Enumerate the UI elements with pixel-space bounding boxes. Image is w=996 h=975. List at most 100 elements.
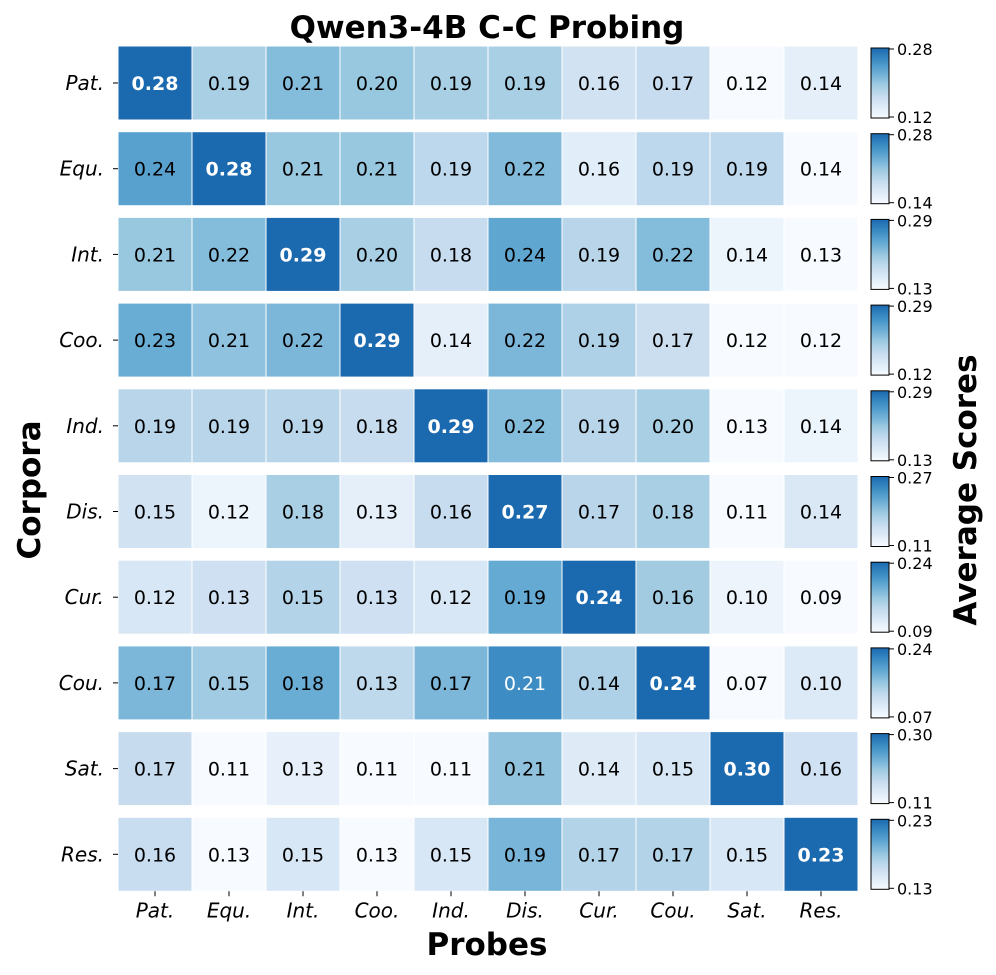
cell-value-label: 0.19 — [578, 244, 620, 266]
heatmap-cell — [635, 131, 711, 207]
colorbar-label: Average Scores — [948, 354, 984, 625]
heatmap-row: 0.23 0.21 0.22 0.29 0.14 0.22 0.19 0.17 0.12 0.12 — [117, 302, 859, 378]
heatmap-cell — [191, 816, 267, 892]
heatmap-cell — [191, 731, 267, 807]
heatmap-cell — [117, 45, 193, 121]
cell-value-label: 0.29 — [354, 330, 401, 352]
cell-value-label: 0.07 — [726, 673, 768, 695]
heatmap-cell — [339, 131, 415, 207]
colorbar: 0.29 0.13 — [870, 383, 933, 470]
heatmap-cell — [191, 645, 267, 721]
cell-value-label: 0.27 — [502, 502, 549, 524]
heatmap-cell — [265, 45, 341, 121]
colorbar-tick-label: 0.29 — [897, 211, 933, 230]
row-label: Res. — [61, 842, 104, 866]
x-axis-label: Probes — [427, 927, 548, 963]
column-label: Sat. — [727, 898, 766, 922]
cell-value-label: 0.14 — [800, 416, 842, 438]
colorbar-gradient — [870, 476, 890, 547]
row-label: Sat. — [65, 757, 104, 781]
cell-value-label: 0.19 — [430, 73, 472, 95]
cell-value-label: 0.14 — [800, 502, 842, 524]
cell-value-label: 0.15 — [282, 587, 324, 609]
cell-value-label: 0.19 — [504, 587, 546, 609]
heatmap-cell — [783, 216, 859, 292]
cell-value-label: 0.16 — [578, 73, 620, 95]
heatmap-cell — [709, 816, 785, 892]
colorbar-tick-label: 0.11 — [897, 794, 933, 813]
colorbar-gradient — [870, 733, 890, 805]
cell-value-label: 0.19 — [578, 416, 620, 438]
cell-value-label: 0.13 — [356, 844, 398, 866]
cell-value-label: 0.17 — [134, 759, 176, 781]
colorbars: 0.280.120.280.140.290.130.290.120.290.13… — [870, 40, 933, 898]
heatmap-cell — [117, 645, 193, 721]
heatmap-row: 0.15 0.12 0.18 0.13 0.16 0.27 0.17 0.18 0.11 0.14 — [117, 474, 859, 549]
cell-value-label: 0.12 — [134, 587, 176, 609]
cell-value-label: 0.12 — [726, 73, 768, 95]
chart-title: Qwen3-4B C-C Probing — [290, 10, 685, 46]
cell-value-label: 0.15 — [282, 844, 324, 866]
cell-value-label: 0.11 — [208, 759, 250, 781]
heatmap-cell — [487, 474, 563, 549]
cell-value-label: 0.29 — [428, 416, 475, 438]
heatmap-cell — [487, 559, 563, 635]
colorbar: 0.28 0.12 — [870, 40, 933, 127]
colorbar: 0.30 0.11 — [870, 726, 933, 813]
cell-value-label: 0.17 — [430, 673, 472, 695]
heatmap-row: 0.19 0.19 0.19 0.18 0.29 0.22 0.19 0.20 0.13 0.14 — [117, 388, 859, 464]
column-label: Res. — [800, 898, 843, 922]
heatmap-cell — [561, 45, 637, 121]
cell-value-label: 0.21 — [208, 330, 250, 352]
cell-value-label: 0.18 — [282, 673, 324, 695]
heatmap-cell — [635, 731, 711, 807]
heatmap-row: 0.17 0.15 0.18 0.13 0.17 0.21 0.14 0.24 0.07 0.10 — [117, 645, 859, 721]
colorbar-tick-label: 0.12 — [897, 108, 933, 127]
colorbar-tick-label: 0.07 — [897, 708, 933, 727]
heatmap-cell — [561, 474, 637, 549]
cell-value-label: 0.30 — [724, 759, 771, 781]
colorbar-tick-label: 0.12 — [897, 365, 933, 384]
cell-value-label: 0.19 — [504, 844, 546, 866]
column-label: Int. — [287, 898, 320, 922]
cell-value-label: 0.16 — [800, 759, 842, 781]
cell-value-label: 0.17 — [652, 844, 694, 866]
cell-value-label: 0.21 — [134, 244, 176, 266]
heatmap-cell — [117, 216, 193, 292]
colorbar-tick-label: 0.28 — [897, 40, 933, 59]
cell-value-label: 0.19 — [208, 416, 250, 438]
colorbar-gradient — [870, 133, 890, 205]
colorbar-gradient — [870, 47, 890, 119]
cell-value-label: 0.24 — [576, 587, 623, 609]
heatmap-cell — [635, 45, 711, 121]
heatmap-cell — [783, 302, 859, 378]
heatmap-cell — [635, 388, 711, 464]
heatmap-cell — [117, 302, 193, 378]
cell-value-label: 0.15 — [430, 844, 472, 866]
cell-value-label: 0.16 — [652, 587, 694, 609]
cell-value-label: 0.10 — [800, 673, 842, 695]
column-label: Coo. — [355, 898, 400, 922]
heatmap-row: 0.28 0.19 0.21 0.20 0.19 0.19 0.16 0.17 0.12 0.14 — [117, 45, 859, 121]
colorbar: 0.28 0.14 — [870, 126, 933, 213]
cell-value-label: 0.13 — [282, 759, 324, 781]
colorbar-gradient — [870, 818, 890, 890]
heatmap-cell — [709, 474, 785, 549]
cell-value-label: 0.19 — [726, 159, 768, 181]
cell-value-label: 0.14 — [800, 73, 842, 95]
heatmap-cell — [265, 131, 341, 207]
heatmap-cell — [561, 816, 637, 892]
row-labels: Pat. Equ. Int. Coo. Ind. Dis. Cur. Cou. Sat. Res. — [59, 71, 118, 866]
heatmap-cell — [487, 816, 563, 892]
cell-value-label: 0.14 — [800, 159, 842, 181]
heatmap-cell — [709, 731, 785, 807]
cell-value-label: 0.19 — [504, 73, 546, 95]
cell-value-label: 0.16 — [578, 159, 620, 181]
cell-value-label: 0.23 — [134, 330, 176, 352]
heatmap-cell — [413, 731, 489, 807]
cell-value-label: 0.19 — [652, 159, 694, 181]
cell-value-label: 0.20 — [652, 416, 694, 438]
heatmap-cell — [265, 388, 341, 464]
heatmap-cell — [709, 388, 785, 464]
